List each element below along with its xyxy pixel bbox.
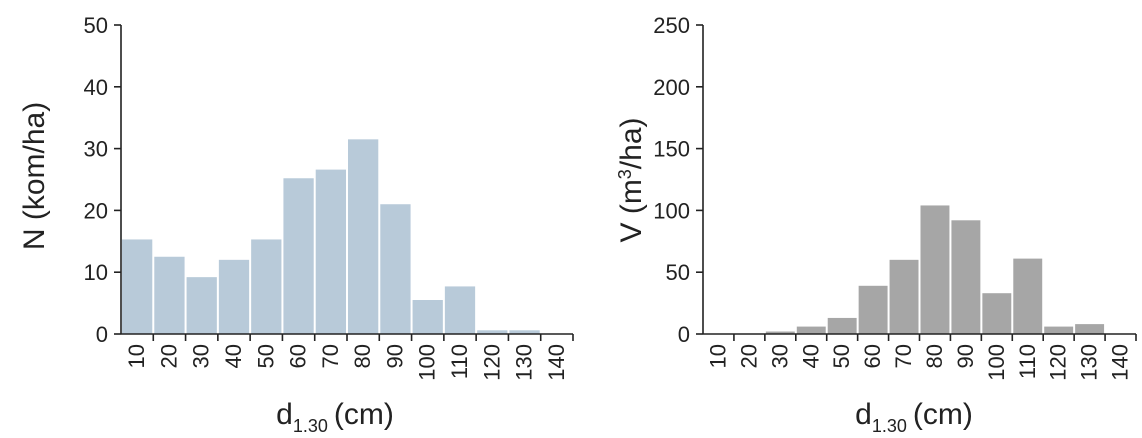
bar xyxy=(858,285,888,334)
bar xyxy=(218,259,250,334)
x-axis-label: d1.30 (cm) xyxy=(855,398,973,436)
y-axis-label-sup: 3 xyxy=(615,169,635,179)
x-tick-label: 50 xyxy=(253,344,278,368)
x-tick-labels: 10 20 30 40 50 60 70 80 90 100 110 120 130 140 xyxy=(705,334,1137,381)
bar xyxy=(348,139,379,334)
bar xyxy=(412,300,443,334)
y-tick-label: 100 xyxy=(653,198,690,223)
y-tick-label: 20 xyxy=(84,198,108,223)
x-tick-label: 140 xyxy=(544,344,569,381)
x-tick-label: 30 xyxy=(767,344,792,368)
bar xyxy=(1075,324,1105,334)
x-tick-label: 110 xyxy=(447,344,472,379)
y-axis-label-pre: V (m xyxy=(615,179,648,242)
x-axis-label-subscript: 1.30 xyxy=(872,416,907,436)
bars-group xyxy=(765,205,1105,334)
bar xyxy=(315,169,346,334)
bar xyxy=(477,330,508,334)
bar xyxy=(251,239,282,334)
y-tick-label: 0 xyxy=(678,322,690,347)
x-tick-labels: 10 20 30 40 50 60 70 80 90 100 110 120 130 140 xyxy=(124,334,574,381)
x-tick-label: 110 xyxy=(1015,344,1040,379)
x-tick-label: 30 xyxy=(189,344,214,368)
bar xyxy=(920,205,950,334)
x-axis-label-subscript: 1.30 xyxy=(293,416,328,436)
x-tick-label: 20 xyxy=(736,344,761,368)
x-axis-label-unit: (cm) xyxy=(334,398,394,431)
x-axis-label: d1.30 (cm) xyxy=(276,398,394,436)
x-tick-label: 130 xyxy=(512,344,537,381)
y-tick-label: 30 xyxy=(84,137,108,162)
x-tick-label: 40 xyxy=(221,344,246,368)
x-tick-label: 20 xyxy=(156,344,181,368)
y-tick-marks xyxy=(696,24,703,335)
y-tick-label: 40 xyxy=(84,75,108,100)
x-tick-label: 100 xyxy=(415,344,440,381)
y-tick-labels: 0 10 20 30 40 50 xyxy=(84,13,108,347)
x-tick-label: 140 xyxy=(1108,344,1133,381)
x-tick-label: 120 xyxy=(479,344,504,381)
bar xyxy=(444,286,476,334)
x-axis-label-unit: (cm) xyxy=(913,398,973,431)
x-tick-label: 130 xyxy=(1077,344,1102,381)
x-tick-label: 70 xyxy=(318,344,343,368)
bar xyxy=(1044,326,1074,334)
x-tick-label: 90 xyxy=(953,344,978,368)
y-tick-label: 150 xyxy=(653,137,690,162)
bar xyxy=(827,317,857,334)
y-tick-label: 0 xyxy=(96,322,108,347)
x-axis-label-main: d xyxy=(276,398,293,431)
x-axis-label-main: d xyxy=(855,398,872,431)
bar xyxy=(122,239,153,334)
x-tick-label: 90 xyxy=(382,344,407,368)
y-tick-label: 10 xyxy=(84,260,108,285)
x-tick-label: 40 xyxy=(798,344,823,368)
x-tick-label: 60 xyxy=(860,344,885,368)
x-tick-label: 70 xyxy=(891,344,916,368)
y-tick-label: 50 xyxy=(666,260,690,285)
bar xyxy=(154,256,185,334)
y-tick-labels: 0 50 100 150 200 250 xyxy=(653,13,690,347)
x-tick-label: 10 xyxy=(124,344,149,368)
bar xyxy=(765,331,795,334)
bars-group xyxy=(122,139,540,334)
x-tick-label: 10 xyxy=(705,344,730,368)
x-tick-label: 60 xyxy=(286,344,311,368)
bar xyxy=(889,259,919,334)
bar xyxy=(1013,258,1043,334)
x-tick-label: 120 xyxy=(1046,344,1071,381)
y-axis-label: N (kom/ha) xyxy=(18,102,51,250)
y-tick-label: 200 xyxy=(653,75,690,100)
bar xyxy=(380,204,411,334)
y-tick-label: 250 xyxy=(653,13,690,38)
y-axis-label: V (m3/ha) xyxy=(615,117,648,242)
bar xyxy=(982,293,1012,334)
x-tick-label: 80 xyxy=(350,344,375,368)
bar xyxy=(509,330,540,334)
x-tick-label: 50 xyxy=(829,344,854,368)
bar xyxy=(283,178,314,334)
bar xyxy=(951,220,981,334)
x-tick-label: 100 xyxy=(984,344,1009,381)
bar xyxy=(186,277,217,334)
x-tick-label: 80 xyxy=(922,344,947,368)
y-tick-label: 50 xyxy=(84,13,108,38)
y-tick-marks xyxy=(114,24,121,335)
bar xyxy=(796,326,826,334)
y-axis-label-post: /ha) xyxy=(615,117,648,169)
